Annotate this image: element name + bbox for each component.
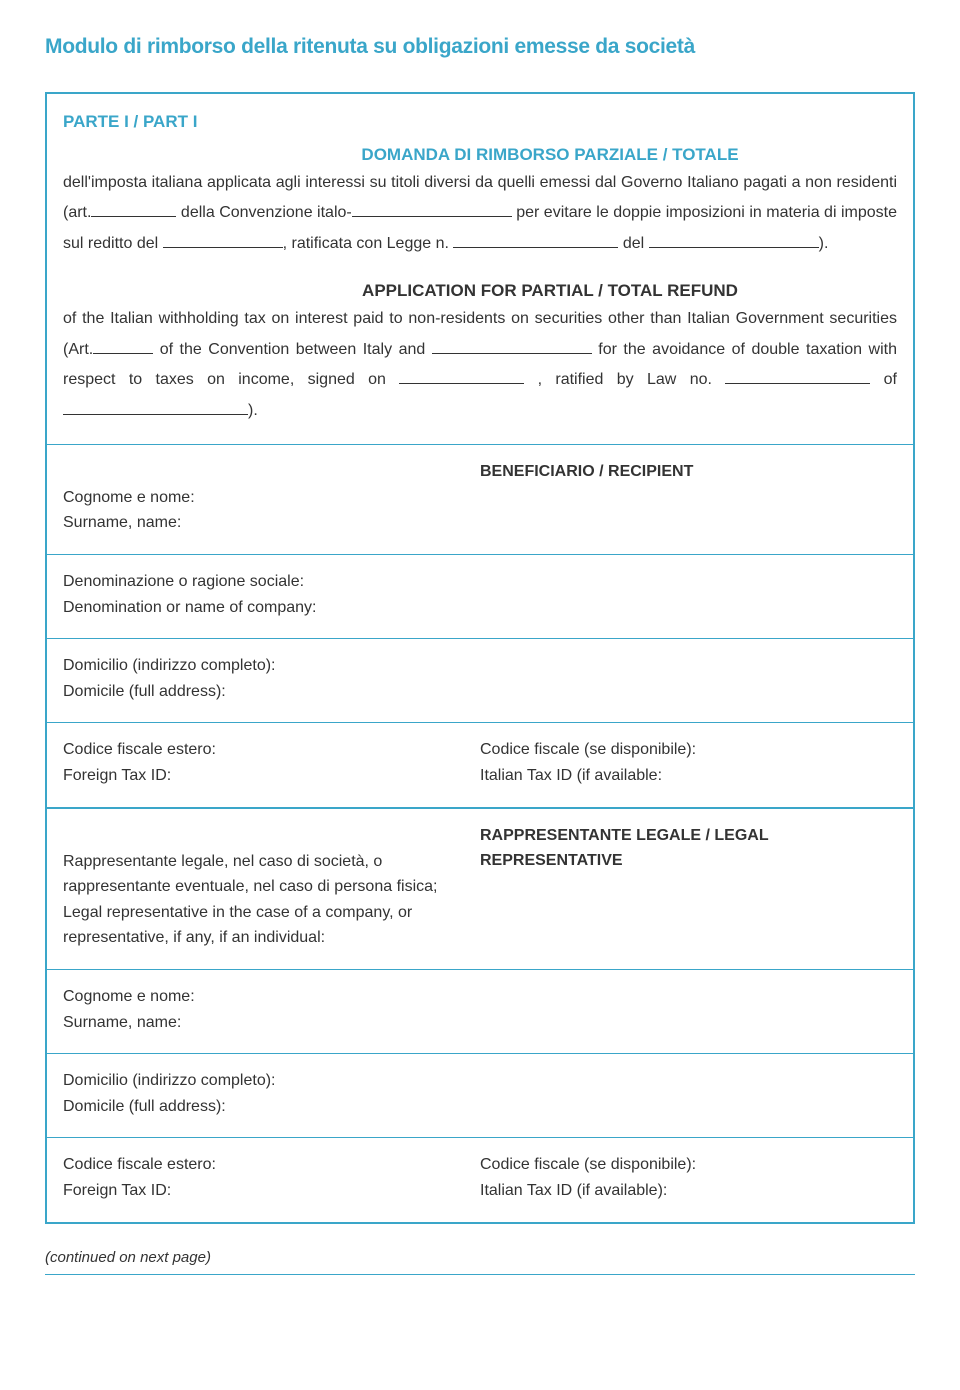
recipient-denomination: Denominazione o ragione sociale: Denomin… [47, 555, 913, 638]
rep-ftax-label-it: Codice fiscale estero: [63, 1152, 480, 1178]
rep-dom-label-en: Domicile (full address): [63, 1094, 897, 1120]
recipient-name-label-it: Cognome e nome: [63, 485, 480, 511]
application-section: PARTE I / PART I DOMANDA DI RIMBORSO PAR… [47, 94, 913, 444]
blank-field[interactable] [93, 339, 153, 353]
recipient-domicile: Domicilio (indirizzo completo): Domicile… [47, 639, 913, 722]
recipient-denom-label-it: Denominazione o ragione sociale: [63, 569, 897, 595]
footer-separator [45, 1274, 915, 1275]
app-it-t4: , ratificata con Legge n. [283, 235, 454, 252]
app-it-t6: ). [819, 235, 829, 252]
blank-field[interactable] [725, 370, 870, 384]
app-en-t6: ). [248, 402, 258, 419]
app-en-t5: of [870, 371, 897, 388]
blank-field[interactable] [432, 339, 592, 353]
blank-field[interactable] [91, 203, 176, 217]
recipient-denom-label-en: Denomination or name of company: [63, 595, 897, 621]
rep-name: Cognome e nome: Surname, name: [47, 970, 913, 1053]
blank-field[interactable] [453, 233, 618, 247]
rep-desc-en-1: Legal representative in the case of a co… [63, 900, 480, 926]
rep-desc-en-2: representative, if any, if an individual… [63, 925, 480, 951]
recipient-tax-ids: Codice fiscale estero: Foreign Tax ID: C… [47, 723, 913, 806]
blank-field[interactable] [63, 400, 248, 414]
rep-name-label-en: Surname, name: [63, 1010, 897, 1036]
form-container: PARTE I / PART I DOMANDA DI RIMBORSO PAR… [45, 92, 915, 1224]
rep-name-label-it: Cognome e nome: [63, 984, 897, 1010]
rep-itax-label-it: Codice fiscale (se disponibile): [480, 1152, 897, 1178]
rep-dom-label-it: Domicilio (indirizzo completo): [63, 1068, 897, 1094]
recipient-heading: BENEFICIARIO / RECIPIENT [480, 459, 897, 485]
blank-field[interactable] [649, 233, 819, 247]
representative-heading: RAPPRESENTANTE LEGALE / LEGAL REPRESENTA… [480, 823, 897, 874]
app-it-t5: del [618, 235, 648, 252]
recipient-dom-label-it: Domicilio (indirizzo completo): [63, 653, 897, 679]
application-text-en: of the Italian withholding tax on intere… [63, 304, 897, 426]
application-heading-en: APPLICATION FOR PARTIAL / TOTAL REFUND [63, 277, 897, 304]
rep-domicile: Domicilio (indirizzo completo): Domicile… [47, 1054, 913, 1137]
recipient-header: Cognome e nome: Surname, name: BENEFICIA… [47, 445, 913, 554]
recipient-ftax-label-en: Foreign Tax ID: [63, 763, 480, 789]
document-title: Modulo di rimborso della ritenuta su obl… [45, 30, 915, 64]
recipient-ftax-label-it: Codice fiscale estero: [63, 737, 480, 763]
blank-field[interactable] [352, 203, 512, 217]
rep-desc-it-2: rappresentante eventuale, nel caso di pe… [63, 874, 480, 900]
part-label: PARTE I / PART I [63, 108, 897, 135]
rep-ftax-label-en: Foreign Tax ID: [63, 1178, 480, 1204]
representative-header: Rappresentante legale, nel caso di socie… [47, 809, 913, 969]
recipient-itax-label-it: Codice fiscale (se disponibile): [480, 737, 897, 763]
application-text-it: dell'imposta italiana applicata agli int… [63, 168, 897, 259]
recipient-itax-label-en: Italian Tax ID (if available: [480, 763, 897, 789]
recipient-name-label-en: Surname, name: [63, 510, 480, 536]
continued-label: (continued on next page) [45, 1246, 915, 1270]
blank-field[interactable] [399, 370, 524, 384]
rep-desc-it-1: Rappresentante legale, nel caso di socie… [63, 849, 480, 875]
app-it-t2: della Convenzione italo- [176, 204, 351, 221]
recipient-dom-label-en: Domicile (full address): [63, 679, 897, 705]
rep-tax-ids: Codice fiscale estero: Foreign Tax ID: C… [47, 1138, 913, 1221]
rep-itax-label-en: Italian Tax ID (if available): [480, 1178, 897, 1204]
app-en-t4: , ratified by Law no. [524, 371, 725, 388]
application-heading-it: DOMANDA DI RIMBORSO PARZIALE / TOTALE [63, 141, 897, 168]
app-en-t2: of the Convention between Italy and [153, 341, 432, 358]
blank-field[interactable] [163, 233, 283, 247]
